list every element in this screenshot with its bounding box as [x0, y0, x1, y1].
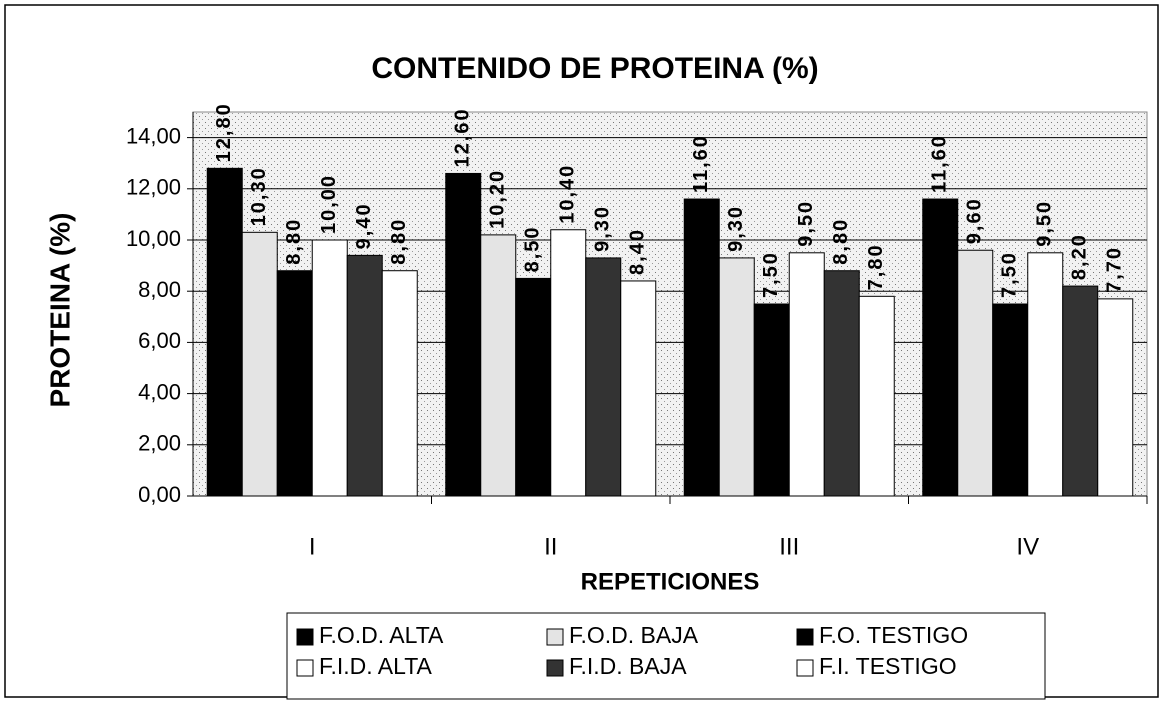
bar [241, 231, 278, 497]
bar [823, 270, 860, 497]
legend-swatch [546, 628, 564, 646]
legend-label: F.I.D. ALTA [319, 653, 433, 679]
value-label: 9,40 [353, 202, 375, 249]
y-tick-label: 10,00 [126, 226, 181, 251]
bar [276, 270, 313, 497]
value-label: 10,20 [487, 169, 509, 229]
value-label: 8,80 [830, 218, 852, 265]
x-axis-title: REPETICIONES [581, 568, 760, 595]
x-tick-label: III [779, 533, 799, 560]
legend-label: F.I.D. BAJA [569, 653, 687, 679]
bar [346, 254, 383, 497]
y-tick-label: 8,00 [138, 277, 181, 302]
value-label: 7,80 [865, 243, 887, 290]
legend-label: F.O. TESTIGO [819, 622, 968, 648]
value-label: 8,50 [522, 225, 544, 272]
bar [1097, 298, 1134, 497]
legend-swatch [296, 659, 314, 677]
value-label: 10,40 [557, 164, 579, 224]
y-tick-label: 4,00 [138, 379, 181, 404]
value-label: 7,50 [760, 251, 782, 298]
bar [445, 172, 482, 497]
legend-label: F.O.D. BAJA [569, 622, 699, 648]
bar [206, 167, 243, 497]
legend-swatch [296, 628, 314, 646]
bar [1027, 252, 1064, 497]
bar [922, 198, 959, 497]
value-label: 9,30 [592, 205, 614, 252]
value-label: 8,20 [1069, 233, 1091, 280]
x-tick-label: II [544, 533, 557, 560]
bar [550, 229, 587, 497]
y-tick-label: 14,00 [126, 123, 181, 148]
y-tick-label: 12,00 [126, 175, 181, 200]
bar [620, 280, 657, 497]
legend-label: F.I. TESTIGO [819, 653, 957, 679]
y-tick-label: 6,00 [138, 328, 181, 353]
value-label: 9,50 [795, 200, 817, 247]
value-label: 9,60 [964, 197, 986, 244]
value-label: 11,60 [690, 134, 712, 193]
bar [858, 295, 895, 497]
value-label: 10,30 [248, 166, 270, 226]
y-tick-label: 0,00 [138, 482, 181, 507]
value-label: 7,70 [1104, 246, 1126, 293]
value-label: 11,60 [929, 134, 951, 193]
value-label: 10,00 [318, 174, 340, 234]
bar [992, 303, 1029, 497]
bar [585, 257, 622, 497]
legend-box [286, 612, 1046, 700]
bar [515, 277, 552, 497]
value-label: 8,80 [388, 218, 410, 265]
bar [480, 234, 517, 497]
x-tick-label: IV [1016, 533, 1039, 560]
bar [753, 303, 790, 497]
legend-swatch [796, 628, 814, 646]
bar [311, 239, 348, 497]
bar [381, 270, 418, 497]
bar [788, 252, 825, 497]
value-label: 12,60 [452, 107, 474, 167]
bar [1062, 285, 1099, 497]
legend-label: F.O.D. ALTA [319, 622, 444, 648]
value-label: 8,40 [627, 228, 649, 275]
value-label: 8,80 [283, 218, 305, 265]
y-tick-label: 2,00 [138, 431, 181, 456]
legend-swatch [546, 659, 564, 677]
value-label: 9,30 [725, 205, 747, 252]
bar [957, 249, 994, 497]
y-axis-title: PROTEINA (%) [44, 213, 75, 408]
value-label: 9,50 [1034, 200, 1056, 247]
x-tick-label: I [309, 533, 316, 560]
legend-swatch [796, 659, 814, 677]
value-label: 7,50 [999, 251, 1021, 298]
value-label: 12,80 [213, 102, 235, 162]
bar [683, 198, 720, 497]
chart-title: CONTENIDO DE PROTEINA (%) [371, 52, 818, 85]
bar [718, 257, 755, 497]
